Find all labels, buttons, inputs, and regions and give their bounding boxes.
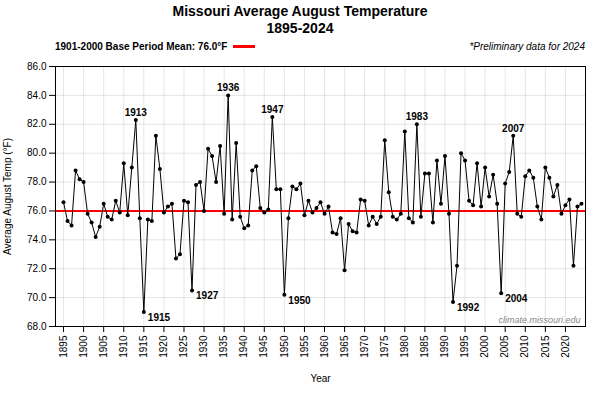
html-text:Missouri Average August Temper: Missouri Average August Temperature 1895…: [172, 3, 428, 36]
svg-text:1947: 1947: [261, 104, 284, 115]
svg-text:1900: 1900: [78, 335, 89, 358]
svg-text:2004: 2004: [505, 293, 528, 304]
svg-text:76.0: 76.0: [27, 205, 47, 216]
svg-text:1950: 1950: [288, 295, 311, 306]
svg-text:Average August Temp (°F): Average August Temp (°F): [2, 138, 13, 255]
svg-text:1975: 1975: [379, 335, 390, 358]
svg-text:1936: 1936: [217, 82, 240, 93]
svg-text:1940: 1940: [238, 335, 249, 358]
svg-text:1965: 1965: [339, 335, 350, 358]
svg-text:68.0: 68.0: [27, 321, 47, 332]
svg-text:70.0: 70.0: [27, 292, 47, 303]
svg-text:2020: 2020: [560, 335, 571, 358]
svg-text:2005: 2005: [499, 335, 510, 358]
svg-text:1930: 1930: [198, 335, 209, 358]
html-text:*Preliminary data for 2024: *Preliminary data for 2024: [469, 41, 585, 52]
svg-text:1915: 1915: [148, 312, 171, 323]
svg-text:1925: 1925: [178, 335, 189, 358]
svg-text:84.0: 84.0: [27, 90, 47, 101]
svg-text:1905: 1905: [98, 335, 109, 358]
svg-text:1995: 1995: [459, 335, 470, 358]
svg-text:1895: 1895: [58, 335, 69, 358]
svg-text:1970: 1970: [359, 335, 370, 358]
svg-text:72.0: 72.0: [27, 263, 47, 274]
html-text:1901-2000 Base Period Mean: 76: 1901-2000 Base Period Mean: 76.0°F: [55, 41, 228, 52]
svg-text:78.0: 78.0: [27, 176, 47, 187]
svg-text:74.0: 74.0: [27, 234, 47, 245]
svg-text:86.0: 86.0: [27, 61, 47, 72]
svg-text:1910: 1910: [118, 335, 129, 358]
svg-text:1935: 1935: [218, 335, 229, 358]
svg-text:1915: 1915: [138, 335, 149, 358]
svg-text:2000: 2000: [479, 335, 490, 358]
svg-text:1960: 1960: [319, 335, 330, 358]
svg-text:Year: Year: [310, 373, 331, 384]
svg-text:1927: 1927: [196, 290, 219, 301]
svg-text:1913: 1913: [125, 107, 148, 118]
svg-text:1955: 1955: [299, 335, 310, 358]
svg-text:1985: 1985: [419, 335, 430, 358]
svg-text:2007: 2007: [502, 123, 525, 134]
svg-text:1992: 1992: [457, 302, 480, 313]
svg-text:climate.missouri.edu: climate.missouri.edu: [498, 315, 580, 325]
svg-text:1983: 1983: [406, 111, 429, 122]
svg-text:2015: 2015: [540, 335, 551, 358]
svg-text:1990: 1990: [439, 335, 450, 358]
svg-text:1920: 1920: [158, 335, 169, 358]
svg-text:82.0: 82.0: [27, 118, 47, 129]
svg-text:1945: 1945: [258, 335, 269, 358]
svg-text:1950: 1950: [279, 335, 290, 358]
svg-text:1980: 1980: [399, 335, 410, 358]
svg-text:2010: 2010: [519, 335, 530, 358]
svg-text:80.0: 80.0: [27, 147, 47, 158]
